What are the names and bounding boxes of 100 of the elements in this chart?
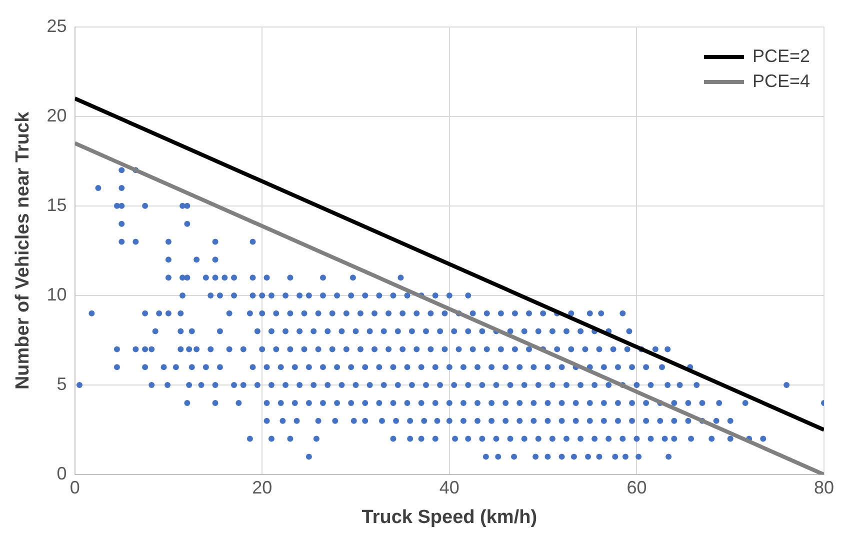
point (216, 364, 223, 370)
point (465, 328, 472, 334)
point (664, 346, 671, 352)
point (418, 436, 424, 442)
y-tick-label: 5 (56, 374, 67, 394)
point (622, 454, 628, 460)
point (470, 310, 476, 316)
point (558, 400, 565, 406)
point (530, 418, 537, 424)
point (612, 454, 618, 460)
point (313, 436, 320, 442)
point (586, 418, 593, 424)
point (165, 238, 172, 245)
point (421, 418, 428, 424)
point (296, 382, 303, 388)
point (592, 382, 598, 388)
point (338, 328, 345, 334)
point (273, 310, 280, 316)
point (596, 346, 602, 352)
point (348, 292, 354, 298)
point (282, 292, 289, 298)
point (273, 346, 280, 352)
point (118, 185, 125, 192)
point (398, 274, 404, 281)
point (600, 400, 607, 406)
point (474, 418, 481, 424)
y-tick-label: 0 (56, 464, 67, 484)
point (114, 346, 120, 352)
point (357, 346, 364, 352)
point (585, 454, 592, 460)
point (414, 310, 420, 316)
point (643, 400, 650, 406)
point (178, 346, 184, 352)
point (586, 310, 593, 316)
point (479, 436, 486, 442)
point (498, 310, 504, 316)
point (516, 400, 523, 406)
point (620, 436, 626, 442)
point (216, 328, 223, 334)
point (194, 256, 200, 263)
point (671, 400, 678, 406)
point (488, 418, 495, 424)
point (671, 418, 678, 424)
point (142, 310, 148, 316)
legend-label: PCE=2 (752, 46, 810, 67)
point (366, 382, 373, 388)
point (118, 167, 125, 174)
point (292, 400, 298, 406)
point (521, 436, 528, 442)
point (350, 274, 356, 281)
point (259, 310, 266, 316)
point (614, 400, 621, 406)
point (586, 400, 593, 406)
y-tick-label: 20 (46, 105, 67, 126)
point (404, 400, 410, 406)
point (226, 346, 232, 352)
point (394, 382, 401, 388)
point (268, 292, 274, 298)
point (460, 364, 466, 370)
point (282, 328, 289, 334)
point (713, 418, 720, 424)
point (507, 382, 514, 388)
point (634, 436, 640, 442)
point (484, 346, 490, 352)
point (465, 436, 472, 442)
point (446, 418, 452, 424)
point (376, 400, 382, 406)
point (727, 436, 734, 442)
point (465, 292, 472, 298)
point (648, 436, 654, 442)
point (600, 418, 607, 424)
point (784, 382, 790, 388)
point (526, 346, 532, 352)
point (558, 364, 565, 370)
point (320, 364, 326, 370)
point (437, 328, 444, 334)
point (544, 400, 551, 406)
point (334, 400, 340, 406)
point (376, 364, 382, 370)
point (563, 436, 570, 442)
point (156, 310, 162, 316)
point (310, 382, 317, 388)
point (320, 274, 326, 281)
point (132, 238, 139, 245)
point (760, 436, 766, 442)
point (212, 256, 218, 263)
point (95, 185, 102, 192)
point (708, 436, 715, 442)
point (549, 382, 556, 388)
point (212, 400, 218, 406)
point (240, 382, 246, 388)
point (620, 310, 626, 316)
point (404, 292, 410, 298)
point (287, 436, 294, 442)
point (488, 400, 495, 406)
point (657, 418, 664, 424)
point (320, 292, 326, 298)
point (287, 274, 294, 281)
point (598, 310, 604, 316)
point (432, 292, 438, 298)
